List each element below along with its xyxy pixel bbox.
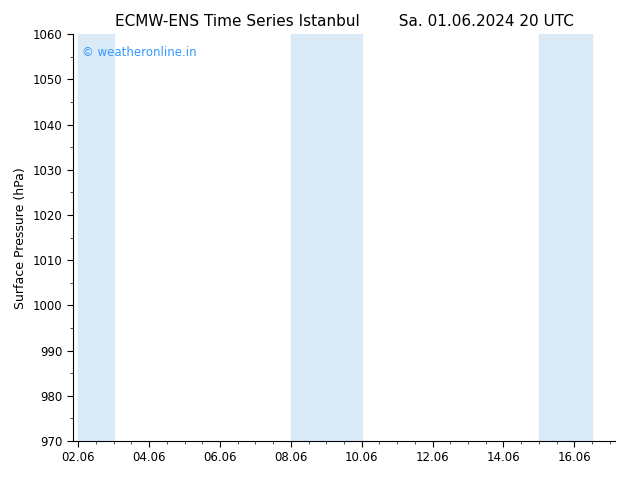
Text: © weatheronline.in: © weatheronline.in bbox=[82, 46, 197, 59]
Y-axis label: Surface Pressure (hPa): Surface Pressure (hPa) bbox=[14, 167, 27, 309]
Bar bbox=[291, 34, 361, 441]
Bar bbox=[78, 34, 113, 441]
Bar bbox=[539, 34, 592, 441]
Title: ECMW-ENS Time Series Istanbul        Sa. 01.06.2024 20 UTC: ECMW-ENS Time Series Istanbul Sa. 01.06.… bbox=[115, 14, 573, 29]
